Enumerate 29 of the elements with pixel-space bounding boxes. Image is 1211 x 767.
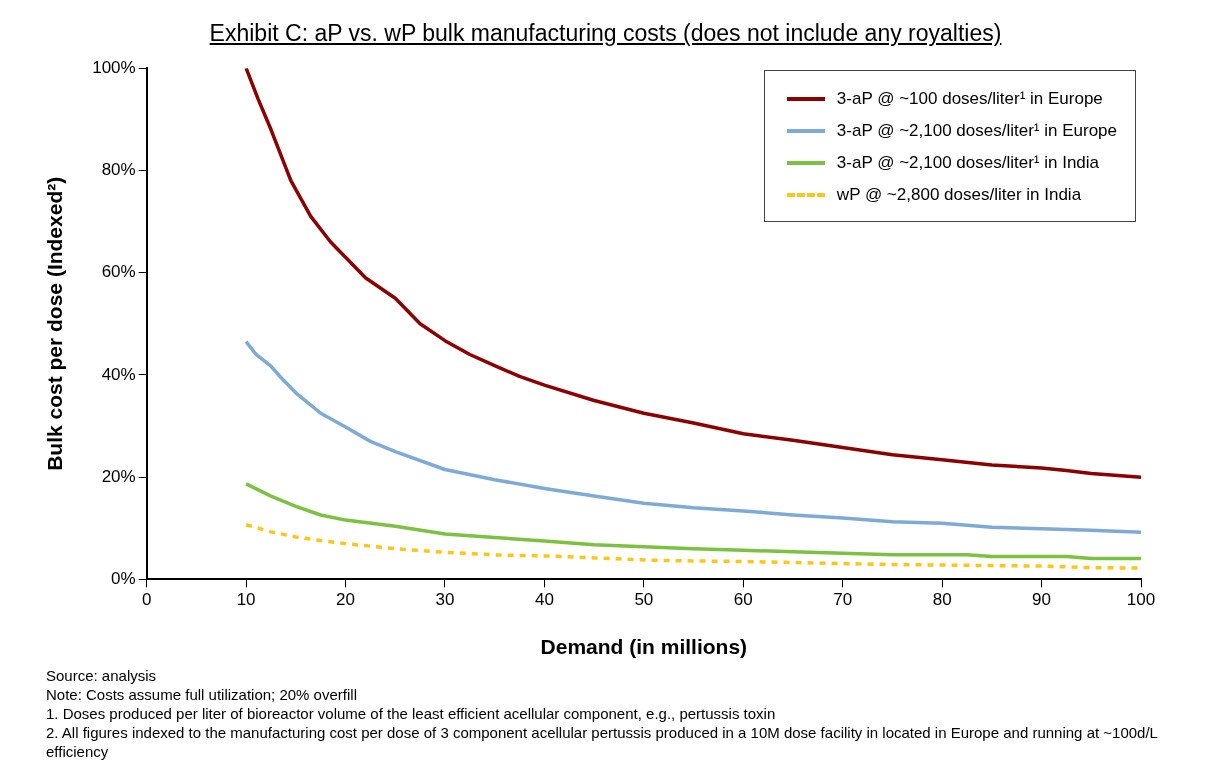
x-tick-label: 30 bbox=[435, 590, 455, 610]
legend-label: 3-aP @ ~2,100 doses/liter¹ in Europe bbox=[836, 121, 1117, 141]
x-tick-label: 50 bbox=[634, 590, 654, 610]
legend-label: 3-aP @ ~2,100 doses/liter¹ in India bbox=[836, 153, 1100, 173]
y-tick-label: 20% bbox=[101, 466, 136, 486]
x-tick-label: 20 bbox=[336, 590, 355, 610]
x-tick-label: 40 bbox=[534, 590, 554, 610]
x-tick-label: 0 bbox=[141, 590, 152, 610]
x-tick-label: 90 bbox=[1032, 590, 1052, 610]
y-tick-label: 60% bbox=[101, 262, 136, 282]
y-tick-label: 0% bbox=[111, 569, 136, 589]
x-axis-title: Demand (in millions) bbox=[540, 635, 748, 659]
x-tick-label: 70 bbox=[833, 590, 853, 610]
line-series bbox=[244, 522, 1141, 570]
text: Note: Costs assume full utilization; 20% overfill bbox=[46, 685, 358, 704]
y-tick-label: 100% bbox=[92, 57, 136, 77]
text: 1. Doses produced per liter of bioreactor volume of the least efficient acellular component, e.g., pertussis toxin bbox=[46, 704, 777, 723]
y-axis-title: Bulk cost per dose (Indexed²) bbox=[43, 176, 67, 471]
legend-label: 3-aP @ ~100 doses/liter¹ in Europe bbox=[836, 89, 1103, 109]
x-tick-label: 80 bbox=[932, 590, 952, 610]
legend-label: wP @ ~2,800 doses/liter in India bbox=[836, 185, 1082, 205]
y-tick-label: 80% bbox=[101, 160, 136, 180]
x-tick-label: 100 bbox=[1126, 590, 1156, 610]
source-note: Source: analysis bbox=[46, 666, 158, 685]
y-tick-label: 40% bbox=[101, 364, 136, 384]
x-tick-label: 10 bbox=[236, 590, 256, 610]
text: 2. All figures indexed to the manufacturing cost per dose of 3 component acellular pertussis produced in a 10M dose facility in located in Europe and running at ~100d/L efficiency bbox=[46, 723, 1159, 761]
chart-title: Exhibit C: aP vs. wP bulk manufacturing costs (does not include any royalties) bbox=[209, 20, 1002, 46]
x-tick-label: 60 bbox=[733, 590, 753, 610]
